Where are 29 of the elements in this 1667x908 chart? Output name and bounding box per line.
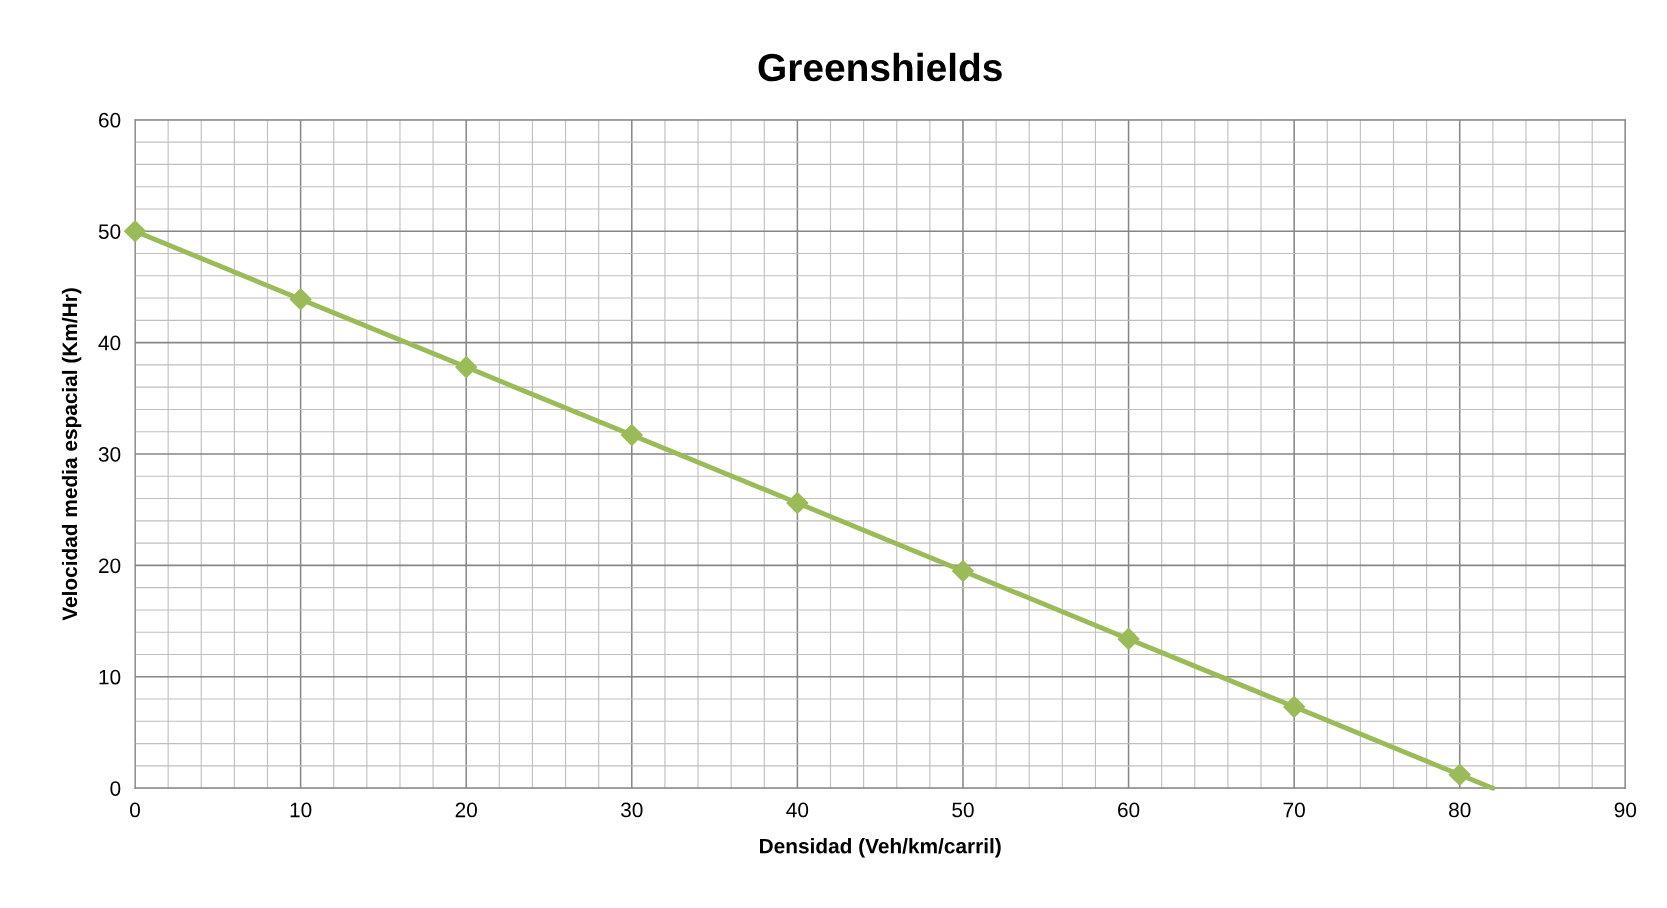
x-tick-label: 40 bbox=[786, 802, 809, 818]
y-tick-label: 40 bbox=[98, 335, 121, 351]
y-axis-title: Velocidad media espacial (Km/Hr) bbox=[61, 288, 82, 621]
y-tick-label: 30 bbox=[98, 447, 121, 462]
point bbox=[455, 356, 478, 379]
x-tick-label: 30 bbox=[621, 802, 643, 818]
point bbox=[1283, 695, 1306, 718]
y-tick-label: 10 bbox=[99, 669, 121, 685]
y-tick-label: 60 bbox=[99, 112, 121, 128]
y-tick-label: 50 bbox=[98, 224, 121, 239]
point bbox=[786, 492, 809, 515]
x-tick-label: 70 bbox=[1283, 802, 1305, 818]
x-tick-label: 90 bbox=[1614, 802, 1637, 818]
point bbox=[124, 220, 147, 243]
x-axis-title: Densidad (Veh/km/carril) bbox=[760, 838, 1001, 858]
point bbox=[289, 288, 312, 311]
point bbox=[951, 559, 974, 582]
x-tick-label: 80 bbox=[1449, 802, 1471, 818]
point bbox=[1448, 763, 1471, 786]
point bbox=[620, 424, 643, 447]
y-tick-label: 0 bbox=[110, 781, 121, 796]
point bbox=[1117, 627, 1140, 650]
x-tick-label: 10 bbox=[290, 802, 312, 818]
chart-title: Greenshields bbox=[758, 52, 1002, 82]
y-tick-label: 20 bbox=[99, 558, 121, 574]
x-tick-label: 0 bbox=[130, 802, 141, 818]
x-tick-label: 60 bbox=[1118, 802, 1140, 818]
x-tick-label: 20 bbox=[455, 802, 477, 818]
x-tick-label: 50 bbox=[952, 802, 974, 818]
